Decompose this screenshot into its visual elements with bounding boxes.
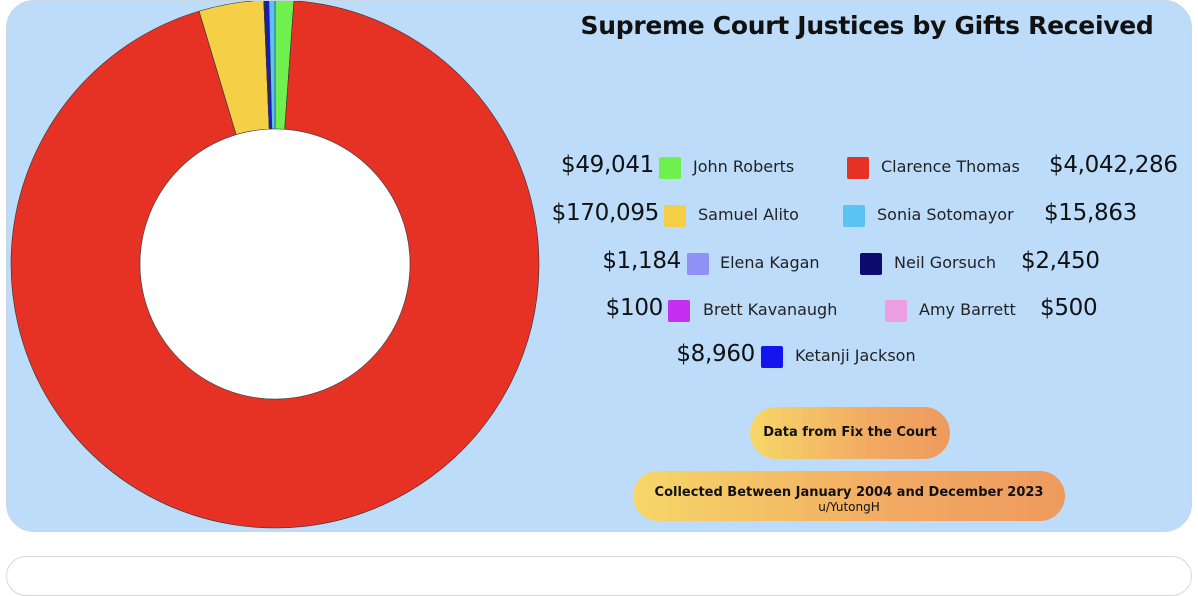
legend-label: John Roberts xyxy=(693,157,795,176)
legend-row: $100 Brett Kavanaugh Amy Barrett $500 xyxy=(7,291,1191,331)
legend-swatch xyxy=(860,253,882,275)
legend-row: $1,184 Elena Kagan Neil Gorsuch $2,450 xyxy=(7,244,1191,284)
legend-label: Clarence Thomas xyxy=(881,157,1020,176)
legend-amount: $49,041 xyxy=(560,152,654,178)
legend-row: $8,960 Ketanji Jackson xyxy=(7,337,1191,377)
legend-label: Sonia Sotomayor xyxy=(877,205,1014,224)
legend-amount: $170,095 xyxy=(551,200,660,226)
legend-label: Amy Barrett xyxy=(919,300,1016,319)
legend-amount: $2,450 xyxy=(1021,248,1100,274)
legend-row: $170,095 Samuel Alito Sonia Sotomayor $1… xyxy=(7,196,1191,236)
legend-amount: $4,042,286 xyxy=(1049,152,1178,178)
legend-swatch xyxy=(668,300,690,322)
donut-chart xyxy=(10,1,540,529)
legend-swatch xyxy=(761,346,783,368)
legend-label: Neil Gorsuch xyxy=(894,253,996,272)
author-credit: u/YutongH xyxy=(818,500,880,514)
legend-label: Elena Kagan xyxy=(720,253,820,272)
legend-amount: $8,960 xyxy=(676,341,755,367)
donut-hole xyxy=(139,128,411,400)
legend-swatch xyxy=(659,157,681,179)
legend-amount: $15,863 xyxy=(1044,200,1138,226)
legend-amount: $1,184 xyxy=(602,248,681,274)
legend-swatch xyxy=(885,300,907,322)
legend-label: Brett Kavanaugh xyxy=(703,300,838,319)
legend-swatch xyxy=(847,157,869,179)
chart-title: Supreme Court Justices by Gifts Received xyxy=(580,11,1154,40)
legend-swatch xyxy=(687,253,709,275)
legend-label: Ketanji Jackson xyxy=(795,346,916,365)
collection-period-badge: Collected Between January 2004 and Decem… xyxy=(633,471,1065,521)
legend-label: Samuel Alito xyxy=(698,205,799,224)
chart-card: Supreme Court Justices by Gifts Received… xyxy=(6,0,1192,532)
legend-swatch xyxy=(664,205,686,227)
legend-swatch xyxy=(843,205,865,227)
legend-row: $49,041 John Roberts Clarence Thomas $4,… xyxy=(7,148,1191,188)
legend-amount: $100 xyxy=(605,295,664,321)
source-text: Data from Fix the Court xyxy=(763,425,937,440)
next-post-card xyxy=(6,556,1192,596)
source-badge: Data from Fix the Court xyxy=(750,407,950,459)
legend-amount: $500 xyxy=(1040,295,1098,321)
collection-period-text: Collected Between January 2004 and Decem… xyxy=(654,485,1044,500)
